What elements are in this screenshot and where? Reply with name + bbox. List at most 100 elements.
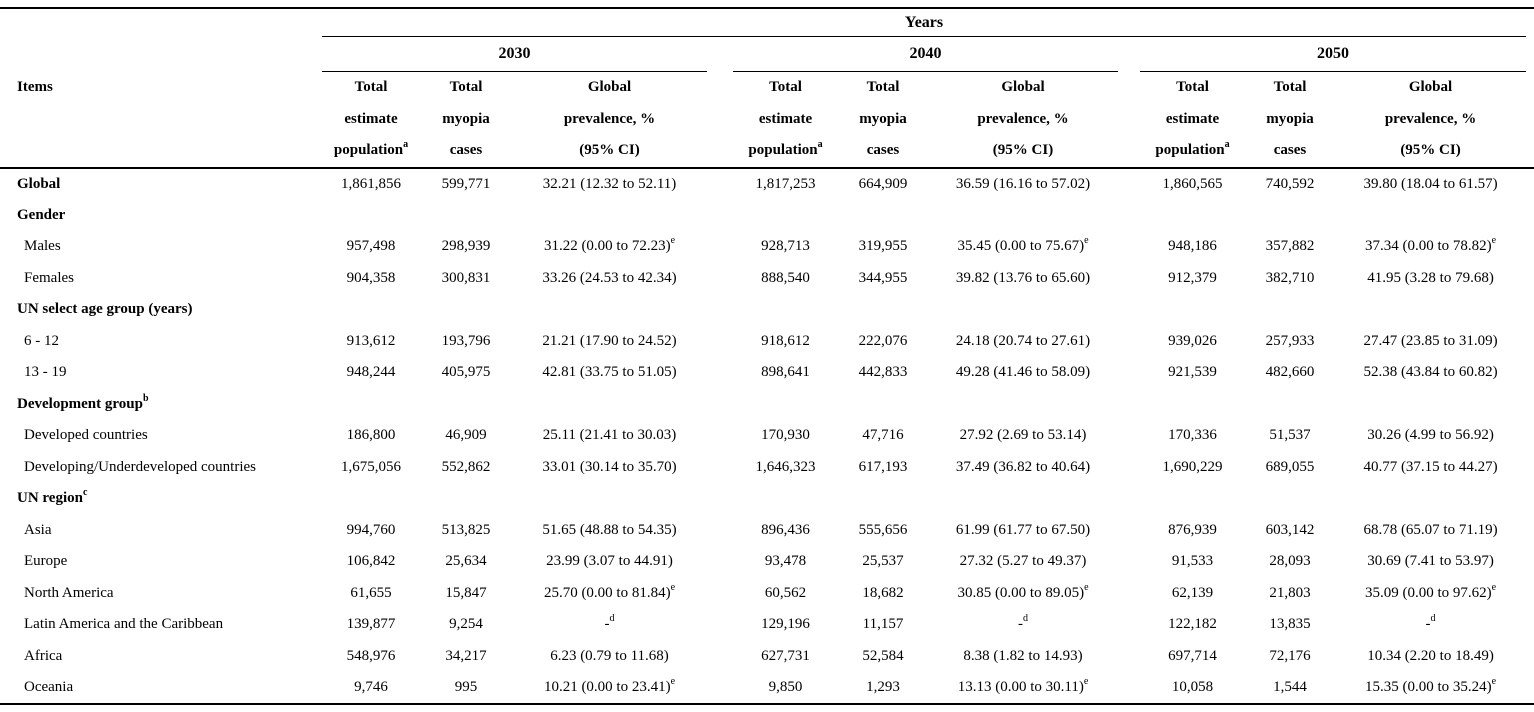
cell-value: 10,058 (1171, 678, 1214, 695)
cell-value: 1,544 (1273, 678, 1307, 695)
footnote-marker-d: d (1430, 613, 1436, 625)
cell-value: 68.78 (65.07 to 71.19) (1363, 521, 1498, 538)
cell-value: 599,771 (441, 175, 491, 192)
header-line: estimate (758, 110, 813, 127)
cell-prevalence-2050: 68.78 (65.07 to 71.19) (1335, 515, 1526, 547)
column-gap (707, 231, 733, 263)
cell-myopia-cases-2050: 1,544 (1245, 672, 1335, 705)
cell-population-2030: 186,800 (322, 420, 420, 452)
row-label-text: Global (17, 175, 61, 192)
table-row: North America 61,655 15,847 25.70 (0.00 to … (0, 578, 1534, 610)
cell-prevalence-2050: 35.09 (0.00 to 97.62)e (1335, 578, 1526, 610)
cell-population-2050 (1140, 200, 1245, 232)
table-header: Years 2030 2040 2050 (0, 7, 1534, 169)
cell-population-2030: 948,244 (322, 357, 420, 389)
header-line: estimate (344, 110, 398, 127)
cell-myopia-cases-2050: 603,142 (1245, 515, 1335, 547)
cell-value: 405,975 (441, 364, 491, 381)
cell-prevalence-2050: 30.26 (4.99 to 56.92) (1335, 420, 1526, 452)
column-gap (707, 200, 733, 232)
cell-value: 21.21 (17.90 to 24.52) (542, 332, 677, 349)
column-gap (707, 609, 733, 641)
cell-prevalence-2030: 10.21 (0.00 to 23.41)e (512, 672, 707, 705)
cell-value: 9,254 (449, 616, 483, 633)
header-line: prevalence, % (563, 110, 656, 127)
row-label: Developing/Underdeveloped countries (0, 452, 322, 484)
table-row: Females 904,358 300,831 33.26 (24.53 to 42.… (0, 263, 1534, 295)
cell-myopia-cases-2040: 47,716 (838, 420, 928, 452)
cell-myopia-cases-2030: 300,831 (420, 263, 512, 295)
cell-population-2040: 129,196 (733, 609, 838, 641)
cell-prevalence-2030 (512, 483, 707, 515)
header-line: populationa (333, 139, 409, 159)
column-gap (1118, 357, 1140, 389)
cell-prevalence-2050: -d (1335, 609, 1526, 641)
cell-myopia-cases-2030: 405,975 (420, 357, 512, 389)
table-row: Developing/Underdeveloped countries 1,675… (0, 452, 1534, 484)
cell-myopia-cases-2040 (838, 483, 928, 515)
cell-prevalence-2050: 30.69 (7.41 to 53.97) (1335, 546, 1526, 578)
section-row: Gender (0, 200, 1534, 232)
column-gap (1118, 609, 1140, 641)
cell-myopia-cases-2050: 72,176 (1245, 641, 1335, 673)
footnote-marker-e: e (1084, 235, 1089, 247)
column-gap (1118, 263, 1140, 295)
cell-value: 603,142 (1265, 521, 1315, 538)
row-label-text: Asia (24, 521, 52, 538)
row-label: Gender (0, 200, 322, 232)
cell-population-2050: 1,690,229 (1140, 452, 1245, 484)
cell-value: 928,713 (761, 238, 810, 255)
cell-myopia-cases-2040 (838, 200, 928, 232)
row-label: Development groupb (0, 389, 322, 421)
year-2040-cell: 2040 (733, 36, 1118, 72)
cell-prevalence-2050: 27.47 (23.85 to 31.09) (1335, 326, 1526, 358)
right-spacer (1526, 231, 1534, 263)
footnote-marker-d: d (609, 613, 615, 625)
section-row: Development groupb (0, 389, 1534, 421)
footnote-marker-b: b (142, 392, 149, 404)
cell-prevalence-2030 (512, 389, 707, 421)
cell-population-2030: 61,655 (322, 578, 420, 610)
column-gap (707, 294, 733, 326)
column-headers-row: Items Total estimate populationa Total m… (0, 71, 1534, 169)
column-gap (707, 641, 733, 673)
cell-value: 30.85 (0.00 to 89.05) (957, 584, 1085, 601)
cell-prevalence-2040: 61.99 (61.77 to 67.50) (928, 515, 1118, 547)
cell-value: 35.45 (0.00 to 75.67) (957, 238, 1085, 255)
header-line: cases (449, 142, 483, 159)
table-row: Males 957,498 298,939 31.22 (0.00 to 72.23)… (0, 231, 1534, 263)
cell-population-2040: 896,436 (733, 515, 838, 547)
right-spacer (1526, 37, 1534, 72)
cell-value: 33.26 (24.53 to 42.34) (542, 269, 677, 286)
right-spacer (1526, 672, 1534, 705)
cell-value: 617,193 (858, 458, 908, 475)
cell-value: 42.81 (33.75 to 51.05) (542, 364, 677, 381)
right-spacer (1526, 420, 1534, 452)
cell-myopia-cases-2050: 21,803 (1245, 578, 1335, 610)
cell-prevalence-2050 (1335, 200, 1526, 232)
footnote-marker-e: e (670, 581, 676, 593)
right-spacer (1526, 609, 1534, 641)
footnote-marker-a: a (817, 139, 823, 151)
cell-myopia-cases-2040: 617,193 (838, 452, 928, 484)
cell-value: 106,842 (346, 553, 396, 570)
header-line: (95% CI) (992, 142, 1054, 159)
cell-myopia-cases-2030: 193,796 (420, 326, 512, 358)
cell-value: 555,656 (858, 521, 908, 538)
cell-population-2030: 957,498 (322, 231, 420, 263)
cell-value: 62,139 (1171, 584, 1214, 601)
cell-value: 1,293 (866, 678, 900, 695)
cell-prevalence-2030: 33.01 (30.14 to 35.70) (512, 452, 707, 484)
table-row: Developed countries 186,800 46,909 25.11 (2… (0, 420, 1534, 452)
cell-population-2050: 912,379 (1140, 263, 1245, 295)
cell-myopia-cases-2040: 664,909 (838, 168, 928, 200)
cell-value: 548,976 (346, 647, 396, 664)
cell-population-2030 (322, 294, 420, 326)
cell-prevalence-2030: 23.99 (3.07 to 44.91) (512, 546, 707, 578)
cell-population-2030: 904,358 (322, 263, 420, 295)
right-spacer (1526, 578, 1534, 610)
cell-prevalence-2040: 30.85 (0.00 to 89.05)e (928, 578, 1118, 610)
col-header-cases-2040: Total myopia cases (838, 71, 928, 169)
myopia-projection-table: Years 2030 2040 2050 (0, 7, 1534, 705)
